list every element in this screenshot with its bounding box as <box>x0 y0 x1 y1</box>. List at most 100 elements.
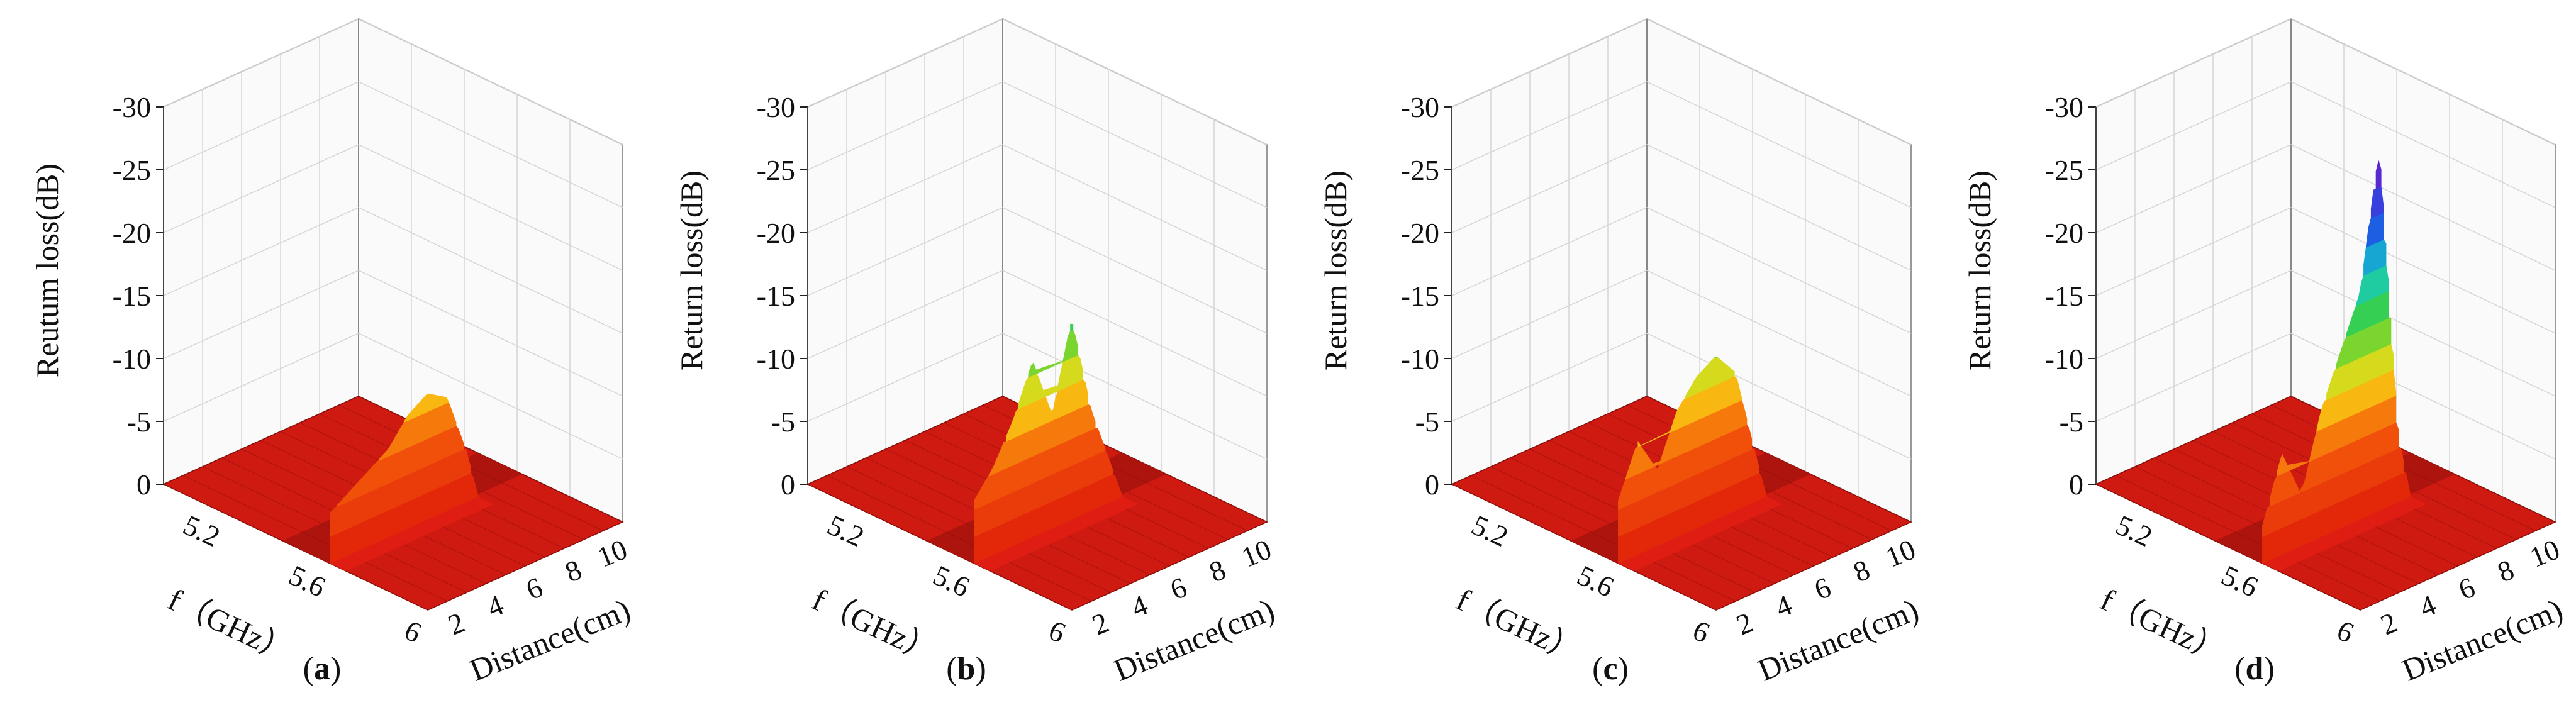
z-tick-label: -10 <box>1401 343 1439 375</box>
z-tick-label: -15 <box>1401 280 1439 312</box>
ridge-band <box>1714 357 1718 359</box>
f-tick-label: 5.6 <box>928 559 975 604</box>
z-tick-label: -20 <box>2045 217 2083 249</box>
surface <box>806 323 1268 611</box>
mesh-line <box>338 404 604 531</box>
z-tick-label: -5 <box>771 406 795 438</box>
d-tick-label: 10 <box>1237 533 1276 574</box>
z-gridline <box>1451 333 1912 460</box>
ridge-band <box>2375 160 2382 189</box>
z-gridline <box>2095 18 2556 145</box>
z-gridline <box>807 207 1268 334</box>
z-tick-label: -30 <box>757 91 795 123</box>
ridge-base <box>974 496 1139 571</box>
mesh-line <box>1471 475 1736 602</box>
surface <box>1451 357 1912 611</box>
d-tick-label: 4 <box>1127 589 1152 624</box>
f-tick-label: 5.2 <box>179 509 225 553</box>
z-tick-label: -15 <box>2045 280 2083 312</box>
panel-d: 0 -5 -10 -15 -20 -25 -30 5.2 5.6 6 2 4 6 8 10 Return lo… <box>1932 0 2576 722</box>
z-tick-label: -20 <box>1401 217 1439 249</box>
f-tick-label: 5.6 <box>2217 559 2263 604</box>
z-gridline <box>807 333 1268 460</box>
z-gridline <box>1451 144 1912 271</box>
ridge-band <box>1018 354 1083 409</box>
z-tick-label: -30 <box>1401 91 1439 123</box>
d-tick-label: 10 <box>593 533 632 574</box>
z-tick-label: -25 <box>1401 154 1439 186</box>
f-tick-label: 5.6 <box>284 559 331 604</box>
d-tick-label: 8 <box>1849 553 1874 589</box>
z-tick-label: -10 <box>113 343 151 375</box>
d-tick-label: 8 <box>2493 553 2518 589</box>
f-tick-label: 6 <box>1044 614 1070 649</box>
gridlines <box>807 18 1268 497</box>
z-gridline <box>2095 207 2556 334</box>
d-tick-label: 2 <box>2376 606 2401 641</box>
f-tick-label: 5.6 <box>1573 559 1619 604</box>
z-tick-label: -15 <box>113 280 151 312</box>
z-axis-title: Reutum loss(dB) <box>30 164 65 377</box>
z-axis-title: Return loss(dB) <box>1318 170 1353 370</box>
d-tick-label: 2 <box>1732 606 1757 641</box>
panel-caption: (c) <box>1592 651 1629 687</box>
z-gridline <box>1451 207 1912 334</box>
z-gridline <box>163 81 623 208</box>
z-axis-title: Return loss(dB) <box>674 170 709 370</box>
ridge-base <box>1618 496 1783 571</box>
z-gridline <box>2095 81 2556 208</box>
z-gridline <box>1451 18 1912 145</box>
z-gridline <box>2095 270 2556 397</box>
d-tick-label: 10 <box>1881 533 1920 574</box>
f-tick-label: 6 <box>399 614 426 649</box>
f-tick-label: 5.2 <box>2111 509 2158 553</box>
ridge-base <box>330 496 494 571</box>
z-tick-label: -10 <box>757 343 795 375</box>
z-tick-label: -25 <box>2045 154 2083 186</box>
z-gridline <box>1451 270 1912 397</box>
ridge-band <box>1685 357 1735 399</box>
z-tick-label: -25 <box>113 154 151 186</box>
f-tick-label: 6 <box>2332 614 2358 649</box>
z-tick-label: -15 <box>757 280 795 312</box>
f-axis-title: f（GHz） <box>163 582 298 670</box>
d-tick-label: 6 <box>1810 571 1835 606</box>
d-tick-label: 2 <box>443 606 469 641</box>
surface <box>162 393 624 611</box>
panel-b: 0 -5 -10 -15 -20 -25 -30 5.2 5.6 6 2 4 6 8 10 Return lo… <box>644 0 1288 722</box>
ridge-band <box>1070 323 1074 332</box>
z-gridline <box>807 270 1268 397</box>
z-gridline <box>163 144 623 271</box>
z-gridline <box>1451 81 1912 208</box>
d-tick-label: 6 <box>2454 571 2479 606</box>
f-axis-title: f（GHz） <box>2095 582 2231 670</box>
surface <box>2095 160 2556 611</box>
z-tick-label: -5 <box>127 406 151 438</box>
ridge-band <box>1028 330 1078 378</box>
mesh-line <box>2271 404 2536 531</box>
z-gridline <box>807 144 1268 271</box>
mesh-line <box>182 475 448 602</box>
d-tick-label: 8 <box>1205 553 1230 589</box>
z-tick-label: -20 <box>113 217 151 249</box>
z-tick-label: -30 <box>113 91 151 123</box>
z-gridline <box>2095 144 2556 271</box>
f-axis-title: f（GHz） <box>1451 582 1586 670</box>
z-gridline <box>163 270 623 397</box>
z-gridline <box>163 18 623 145</box>
z-gridline <box>163 333 623 460</box>
z-tick-label: 0 <box>137 469 151 501</box>
f-axis-title: f（GHz） <box>807 582 942 670</box>
d-tick-label: 4 <box>482 589 508 624</box>
panel-caption: (d) <box>2234 651 2275 687</box>
z-tick-label: -10 <box>2045 343 2083 375</box>
d-tick-label: 8 <box>560 553 586 589</box>
z-tick-label: -30 <box>2045 91 2083 123</box>
gridlines <box>163 18 623 497</box>
panel-c: 0 -5 -10 -15 -20 -25 -30 5.2 5.6 6 2 4 6 8 10 Return lo… <box>1288 0 1932 722</box>
d-tick-label: 2 <box>1088 606 1113 641</box>
z-tick-label: -5 <box>1415 406 1439 438</box>
